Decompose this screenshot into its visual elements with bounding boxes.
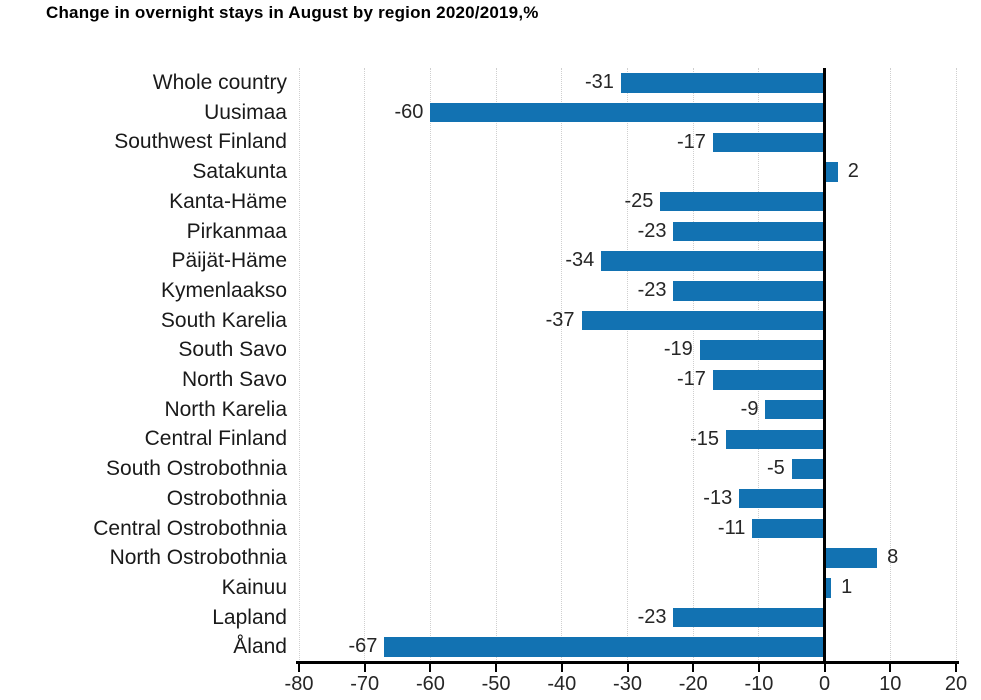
gridline bbox=[955, 68, 957, 662]
category-label: Central Finland bbox=[144, 427, 287, 451]
category-label: Kanta-Häme bbox=[169, 189, 287, 213]
bar bbox=[712, 370, 825, 390]
category-label: Lapland bbox=[212, 605, 287, 629]
gridline bbox=[692, 68, 694, 662]
x-axis-tick bbox=[692, 664, 695, 672]
x-axis-tick bbox=[626, 664, 629, 672]
gridline bbox=[561, 68, 563, 662]
value-label: -34 bbox=[565, 249, 595, 272]
x-axis-line bbox=[296, 661, 959, 664]
bar bbox=[712, 132, 825, 152]
x-tick-label: 20 bbox=[944, 673, 968, 695]
x-axis-tick bbox=[889, 664, 892, 672]
gridline bbox=[364, 68, 366, 662]
x-axis-tick bbox=[757, 664, 760, 672]
value-label: -19 bbox=[663, 338, 693, 361]
x-tick-label: -70 bbox=[350, 673, 380, 695]
x-tick-label: -50 bbox=[481, 673, 511, 695]
x-tick-label: -10 bbox=[744, 673, 774, 695]
x-tick-label: -30 bbox=[613, 673, 642, 695]
plot-area: -31 -60 -17 2 -25 -23 -34 -23 -37 -19 -17 -9 -15 -5 -1… bbox=[298, 68, 957, 662]
bar bbox=[430, 102, 825, 123]
gridline bbox=[889, 68, 891, 662]
value-label: 2 bbox=[847, 160, 859, 183]
x-tick-label: 0 bbox=[819, 673, 831, 695]
category-label: Kymenlaakso bbox=[160, 278, 287, 302]
x-tick-label: -60 bbox=[415, 673, 445, 695]
x-axis-tick bbox=[495, 664, 498, 672]
category-label: Whole country bbox=[152, 71, 287, 94]
bar bbox=[673, 607, 825, 628]
value-label: -60 bbox=[394, 100, 424, 123]
category-label: Kainuu bbox=[221, 575, 287, 599]
x-axis-tick bbox=[823, 664, 826, 672]
value-label: -17 bbox=[677, 368, 706, 391]
gridline bbox=[758, 68, 760, 662]
x-axis-tick bbox=[955, 664, 957, 672]
value-label: -25 bbox=[624, 189, 654, 212]
value-label: 1 bbox=[841, 576, 853, 598]
gridline bbox=[495, 68, 497, 662]
category-label: Päijät-Häme bbox=[171, 249, 287, 273]
category-label: South Karelia bbox=[160, 308, 287, 332]
zero-baseline bbox=[823, 68, 827, 662]
category-label: South Ostrobothnia bbox=[106, 457, 287, 481]
gridline bbox=[627, 68, 628, 662]
chart-title: Change in overnight stays in August by r… bbox=[46, 3, 539, 22]
value-label: -9 bbox=[740, 397, 759, 420]
bar bbox=[581, 310, 825, 331]
value-label: -37 bbox=[545, 308, 575, 331]
category-label: Central Ostrobothnia bbox=[93, 516, 287, 540]
bar bbox=[699, 340, 825, 360]
bar bbox=[791, 459, 825, 479]
x-axis-tick bbox=[429, 664, 432, 672]
category-label: Satakunta bbox=[192, 160, 287, 184]
value-label: -5 bbox=[766, 457, 785, 480]
value-label: -17 bbox=[677, 130, 706, 153]
x-tick-label: -20 bbox=[678, 673, 708, 695]
category-label: North Ostrobothnia bbox=[109, 546, 287, 570]
category-label: South Savo bbox=[178, 338, 287, 362]
bar bbox=[673, 281, 825, 301]
bar bbox=[384, 637, 825, 657]
value-label: -23 bbox=[637, 605, 667, 628]
x-axis-tick bbox=[298, 664, 300, 672]
x-tick-label: -80 bbox=[284, 673, 314, 695]
value-label: -13 bbox=[703, 486, 733, 509]
bar bbox=[660, 191, 825, 212]
category-label: North Karelia bbox=[164, 397, 287, 421]
bar bbox=[739, 488, 825, 509]
category-label: Åland bbox=[233, 635, 287, 659]
value-label: -31 bbox=[585, 71, 614, 94]
gridline bbox=[429, 68, 431, 662]
bar bbox=[824, 578, 832, 598]
value-label: 8 bbox=[887, 546, 899, 569]
gridline bbox=[298, 68, 300, 662]
bar bbox=[601, 251, 825, 271]
category-label: Southwest Finland bbox=[114, 130, 287, 154]
value-label: -23 bbox=[637, 219, 667, 242]
x-tick-label: 10 bbox=[879, 673, 902, 695]
category-label: Pirkanmaa bbox=[186, 219, 287, 243]
bar bbox=[765, 399, 825, 420]
bar bbox=[824, 548, 878, 568]
value-label: -23 bbox=[637, 279, 667, 301]
x-axis-tick bbox=[363, 664, 366, 672]
bar bbox=[824, 162, 838, 182]
bar bbox=[673, 221, 825, 242]
value-label: -15 bbox=[690, 427, 720, 450]
x-tick-label: -40 bbox=[547, 673, 577, 695]
value-label: -67 bbox=[348, 635, 378, 658]
category-label: Uusimaa bbox=[204, 100, 287, 124]
category-label: North Savo bbox=[181, 368, 287, 391]
category-label: Ostrobothnia bbox=[166, 486, 287, 510]
x-axis-tick bbox=[560, 664, 563, 672]
bar bbox=[620, 73, 825, 93]
value-label: -11 bbox=[717, 516, 746, 539]
bar bbox=[726, 429, 825, 449]
bar bbox=[752, 518, 825, 539]
